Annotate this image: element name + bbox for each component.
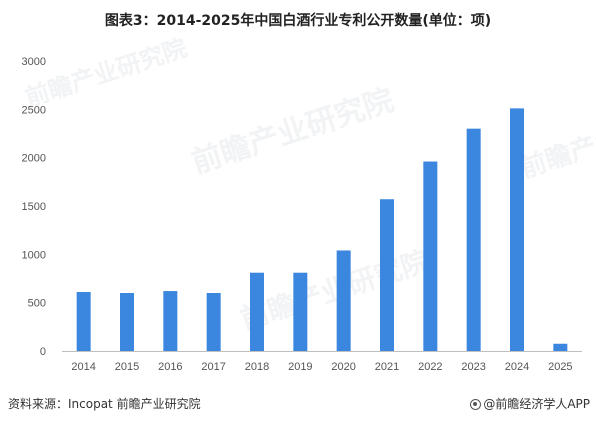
x-tick-label: 2020 <box>331 361 355 373</box>
bar-2023 <box>466 128 481 351</box>
bar-2018 <box>250 272 264 351</box>
brand-logo-icon <box>470 399 482 410</box>
y-tick-label: 2500 <box>22 104 46 116</box>
bars-group <box>76 108 568 351</box>
y-axis-tick-labels: 0 500 1000 1500 2000 2500 3000 <box>22 56 46 358</box>
x-tick-label: 2021 <box>375 361 399 373</box>
y-tick-label: 500 <box>28 298 46 310</box>
source-note: 资料来源：Incopat 前瞻产业研究院 <box>8 397 201 411</box>
x-tick-label: 2016 <box>158 361 182 373</box>
bar-2022 <box>423 161 438 351</box>
x-tick-label: 2014 <box>71 361 95 373</box>
x-tick-label: 2015 <box>115 361 139 373</box>
y-tick-label: 1500 <box>22 201 46 213</box>
x-tick-label: 2017 <box>201 361 225 373</box>
bar-2016 <box>163 291 178 351</box>
brand-credit: @前瞻经济学人APP <box>470 395 590 412</box>
y-tick-label: 3000 <box>22 56 46 68</box>
y-tick-label: 1000 <box>22 249 46 261</box>
bar-2020 <box>336 250 351 351</box>
x-tick-label: 2023 <box>461 361 485 373</box>
bar-2025 <box>553 343 568 351</box>
x-axis-tick-labels: 2014 2015 2016 2017 2018 2019 2020 2021 2022 2023… <box>71 361 572 373</box>
y-tick-label: 0 <box>40 346 46 358</box>
x-tick-label: 2025 <box>548 361 572 373</box>
y-tick-label: 2000 <box>22 153 46 165</box>
x-tick-label: 2024 <box>505 361 529 373</box>
bar-2014 <box>76 292 91 351</box>
x-tick-label: 2018 <box>245 361 269 373</box>
chart-title: 图表3：2014-2025年中国白酒行业专利公开数量(单位：项) <box>104 13 492 29</box>
x-tick-label: 2022 <box>418 361 442 373</box>
brand-credit-text: @前瞻经济学人APP <box>483 397 590 411</box>
bar-2021 <box>380 199 394 351</box>
bar-2017 <box>206 293 221 351</box>
bar-2024 <box>510 108 524 351</box>
bar-2015 <box>120 293 134 351</box>
bar-2019 <box>293 272 308 351</box>
x-tick-label: 2019 <box>288 361 312 373</box>
